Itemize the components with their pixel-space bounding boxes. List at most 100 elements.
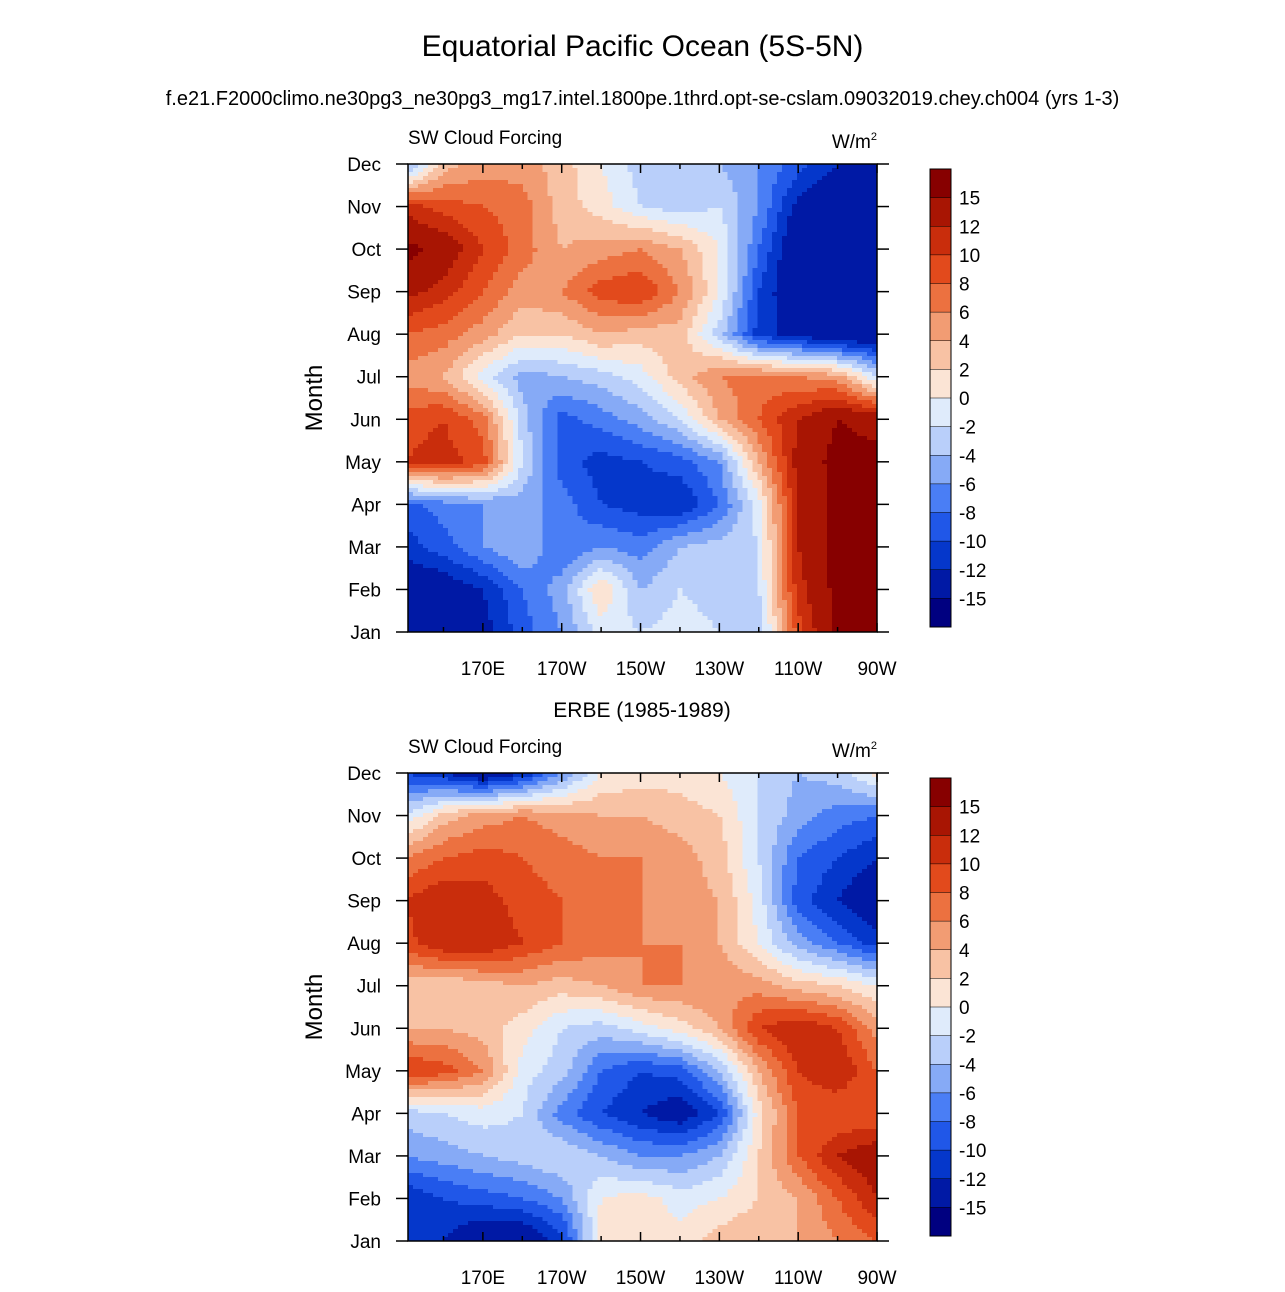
y-tick-label: Jan: [350, 623, 381, 644]
field-cell: [582, 1233, 594, 1238]
field-cell: [522, 464, 534, 469]
field-cell: [682, 236, 713, 241]
field-cell: [772, 1033, 843, 1038]
colorbar-bin: [930, 426, 951, 456]
field-cell: [777, 833, 798, 838]
field-cell: [617, 1025, 659, 1030]
field-cell: [722, 536, 758, 541]
field-cell: [507, 1065, 519, 1070]
field-cell: [762, 889, 773, 894]
field-cell: [482, 204, 534, 209]
field-cell: [447, 344, 474, 349]
field-cell: [772, 480, 783, 485]
field-cell: [632, 620, 659, 625]
field-cell: [592, 981, 644, 986]
field-cell: [792, 885, 818, 890]
field-cell: [757, 292, 773, 297]
field-cell: [847, 1045, 863, 1050]
field-cell: [597, 1225, 718, 1230]
field-cell: [772, 584, 778, 589]
field-cell: [657, 572, 758, 577]
field-cell: [717, 408, 738, 413]
field-cell: [807, 596, 833, 601]
field-cell: [847, 977, 878, 982]
field-cell: [707, 476, 723, 481]
field-cell: [592, 1221, 599, 1226]
field-cell: [422, 544, 459, 549]
colorbar-label: 12: [959, 826, 980, 847]
field-cell: [732, 1217, 798, 1222]
field-cell: [452, 216, 499, 221]
field-cell: [752, 448, 763, 453]
field-cell: [592, 1229, 599, 1234]
field-cell: [527, 1093, 549, 1098]
field-cell: [597, 1221, 728, 1226]
field-cell: [857, 913, 878, 918]
field-cell: [467, 1033, 504, 1038]
field-cell: [652, 576, 758, 581]
field-cell: [757, 320, 778, 325]
field-cell: [527, 612, 559, 617]
field-cell: [637, 188, 733, 193]
field-cell: [737, 905, 753, 910]
field-cell: [767, 268, 778, 273]
field-cell: [542, 500, 574, 505]
field-cell: [537, 821, 654, 826]
field-cell: [537, 981, 594, 986]
colorbar-label: -2: [959, 1027, 976, 1048]
field-cell: [702, 408, 718, 413]
field-cell: [862, 372, 873, 377]
field-cell: [547, 584, 569, 589]
field-cell: [617, 1093, 698, 1098]
field-cell: [522, 188, 549, 193]
field-cell: [827, 540, 878, 545]
field-cell: [567, 564, 589, 569]
field-cell: [772, 452, 783, 457]
field-cell: [762, 604, 768, 609]
field-cell: [727, 532, 753, 537]
field-cell: [408, 620, 494, 625]
field-cell: [747, 1153, 758, 1158]
field-cell: [562, 1217, 574, 1222]
field-cell: [747, 1093, 758, 1098]
field-cell: [542, 412, 559, 417]
field-cell: [772, 560, 778, 565]
field-cell: [492, 885, 549, 890]
field-cell: [408, 172, 419, 177]
field-cell: [762, 877, 773, 882]
field-cell: [492, 400, 504, 405]
field-cell: [857, 1225, 878, 1230]
field-cell: [757, 925, 768, 930]
field-cell: [807, 949, 838, 954]
field-cell: [862, 957, 878, 962]
colorbar-label: -15: [959, 1198, 986, 1219]
field-cell: [682, 949, 723, 954]
field-cell: [442, 300, 474, 305]
field-cell: [797, 516, 828, 521]
field-cell: [592, 781, 728, 786]
field-cell: [737, 1041, 748, 1046]
colorbar-label: -4: [959, 1055, 976, 1076]
field-cell: [422, 1189, 489, 1194]
field-cell: [667, 829, 723, 834]
field-cell: [742, 296, 753, 301]
field-cell: [467, 1057, 494, 1062]
field-cell: [502, 1037, 529, 1042]
field-cell: [737, 965, 768, 970]
field-cell: [857, 873, 878, 878]
field-cell: [487, 420, 494, 425]
field-cell: [697, 1113, 718, 1118]
y-tick-label: Dec: [347, 155, 381, 176]
field-cell: [677, 284, 693, 289]
field-cell: [557, 1109, 579, 1114]
field-cell: [547, 592, 569, 597]
field-cell: [642, 941, 718, 946]
field-cell: [692, 1105, 713, 1110]
field-cell: [827, 448, 878, 453]
field-cell: [757, 200, 773, 205]
field-cell: [787, 809, 823, 814]
field-cell: [797, 444, 828, 449]
field-cell: [777, 917, 793, 922]
field-cell: [792, 208, 878, 213]
field-cell: [502, 897, 564, 902]
